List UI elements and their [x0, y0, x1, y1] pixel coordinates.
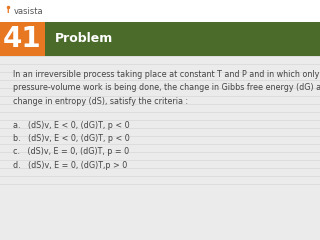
Text: In an irreversible process taking place at constant T and P and in which only: In an irreversible process taking place … [13, 70, 319, 79]
Text: a.   (dS)v, E < 0, (dG)T, p < 0: a. (dS)v, E < 0, (dG)T, p < 0 [13, 120, 130, 130]
Text: vasista: vasista [14, 6, 44, 16]
Text: c.   (dS)v, E = 0, (dG)T, p = 0: c. (dS)v, E = 0, (dG)T, p = 0 [13, 148, 129, 156]
Bar [0, 22, 45, 56]
Text: d.   (dS)v, E = 0, (dG)T,p > 0: d. (dS)v, E = 0, (dG)T,p > 0 [13, 161, 127, 170]
Bar [45, 22, 320, 56]
Text: pressure-volume work is being done, the change in Gibbs free energy (dG) and: pressure-volume work is being done, the … [13, 84, 320, 92]
Text: i: i [7, 8, 9, 14]
Text: Problem: Problem [55, 32, 113, 46]
Text: b.   (dS)v, E < 0, (dG)T, p < 0: b. (dS)v, E < 0, (dG)T, p < 0 [13, 134, 130, 143]
Text: 41: 41 [3, 25, 42, 53]
Text: change in entropy (dS), satisfy the criteria :: change in entropy (dS), satisfy the crit… [13, 97, 188, 106]
Bar [0, 0, 320, 22]
